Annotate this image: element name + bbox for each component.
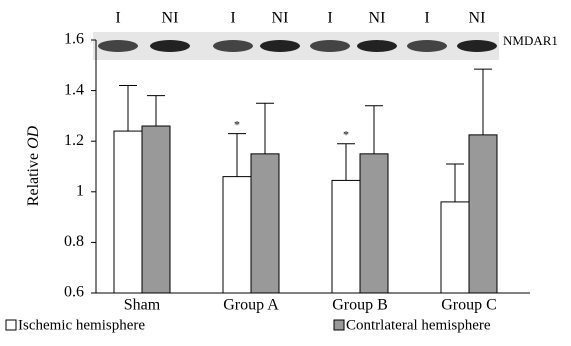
bar: [142, 126, 170, 293]
blot-band: [357, 40, 397, 52]
y-tick-label: 0.8: [64, 233, 84, 250]
blot-band: [98, 40, 138, 52]
blot-band: [407, 40, 447, 52]
y-tick-label: 1.4: [64, 81, 84, 98]
significance-marker: *: [234, 117, 240, 131]
bar: [332, 180, 360, 293]
blot-lane-label: NI: [469, 10, 486, 27]
bar: [223, 177, 251, 293]
y-tick-label: 1.6: [64, 31, 84, 48]
blot-lane-label: I: [327, 10, 332, 27]
y-label-italic: OD: [25, 125, 42, 149]
legend-swatch: [6, 320, 16, 330]
blot-band: [457, 40, 497, 52]
blot-lane-label: I: [115, 10, 120, 27]
y-axis-label: Relative OD: [25, 125, 42, 206]
y-tick-label: 0.6: [64, 284, 84, 301]
blot-band: [213, 40, 253, 52]
legend-label: Contrlateral hemisphere: [346, 317, 491, 333]
blot-lane-label: I: [424, 10, 429, 27]
blot-lane-label: I: [230, 10, 235, 27]
blot-lane-label: NI: [272, 10, 289, 27]
bar: [114, 131, 142, 293]
y-label-text: Relative: [25, 153, 42, 206]
x-tick-label: Group B: [332, 297, 388, 314]
blot-lane-label: NI: [162, 10, 179, 27]
blot-label: NMDAR1: [503, 33, 558, 48]
x-tick-label: Group C: [441, 297, 497, 314]
blot-lane-label: NI: [369, 10, 386, 27]
x-tick-label: Sham: [124, 297, 161, 314]
blot-band: [260, 40, 300, 52]
blot-band: [310, 40, 350, 52]
y-tick-label: 1.2: [64, 132, 84, 149]
chart: NMDAR1 Relative OD I NI I NI I NI I NI 0.6 0.8 1 1.…: [0, 0, 571, 346]
y-tick-label: 1: [76, 182, 84, 199]
legend-label: Ischemic hemisphere: [18, 317, 145, 333]
bar: [360, 154, 388, 293]
significance-marker: *: [343, 127, 349, 141]
x-tick-label: Group A: [223, 297, 279, 314]
legend-swatch: [334, 320, 344, 330]
blot-band: [150, 40, 190, 52]
bar: [441, 202, 469, 293]
bar: [251, 154, 279, 293]
bar: [469, 135, 497, 293]
